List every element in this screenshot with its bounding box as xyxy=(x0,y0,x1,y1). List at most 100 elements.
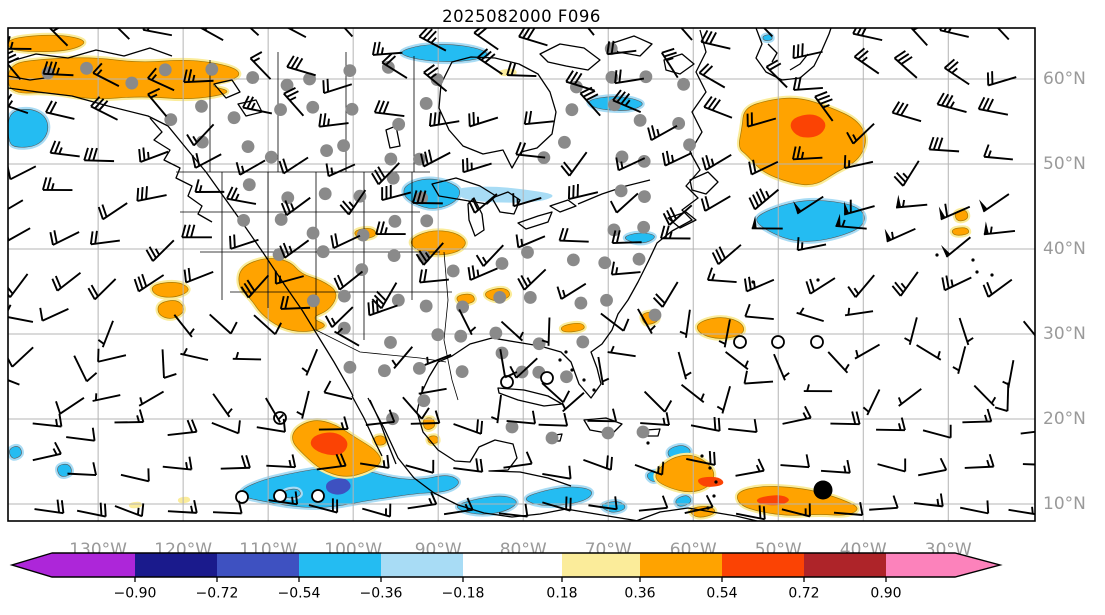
barb-half xyxy=(802,412,808,420)
wind-barb xyxy=(453,458,484,473)
barb-pennant xyxy=(835,213,841,227)
wind-barb xyxy=(643,390,673,413)
barb-staff xyxy=(424,353,452,366)
barb-full xyxy=(90,284,99,297)
wind-barb xyxy=(418,28,447,52)
station-dot xyxy=(683,138,696,152)
barb-half xyxy=(234,193,240,201)
barb-half xyxy=(649,324,656,332)
barb-full xyxy=(809,278,815,292)
barb-staff xyxy=(305,348,319,376)
wind-barb xyxy=(805,277,836,295)
barb-full xyxy=(146,28,150,32)
wind-barb xyxy=(308,498,339,514)
wind-barb xyxy=(869,495,899,511)
barb-half xyxy=(58,147,63,155)
station-dot xyxy=(454,329,468,343)
barb-half xyxy=(147,151,150,159)
wind-barb xyxy=(173,314,195,338)
station-dot xyxy=(164,113,178,127)
barb-full xyxy=(748,276,752,290)
station-dot xyxy=(384,336,397,349)
station-dot xyxy=(455,365,469,379)
wind-barb xyxy=(1022,463,1035,466)
barb-full xyxy=(46,61,53,75)
wind-barb xyxy=(541,317,551,346)
barb-full xyxy=(792,77,798,91)
wind-barb xyxy=(490,394,502,424)
barb-full xyxy=(279,14,288,24)
barb-full xyxy=(386,454,390,469)
wind-barb xyxy=(120,468,150,483)
wind-barb xyxy=(265,397,285,423)
wind-barb xyxy=(235,159,266,176)
wind-barb xyxy=(640,412,670,427)
barb-full xyxy=(655,293,666,304)
open-circle-marker xyxy=(771,335,785,349)
wind-barb xyxy=(407,491,438,510)
barb-pennant xyxy=(896,194,902,208)
barb-staff xyxy=(66,436,95,442)
barb-full xyxy=(525,451,533,465)
barb-full xyxy=(752,159,757,173)
barb-full xyxy=(847,286,857,298)
wind-barb xyxy=(796,307,824,323)
barb-full xyxy=(108,12,119,19)
barb-full xyxy=(792,45,795,59)
barb-half xyxy=(464,503,470,511)
contour-patch-paleyellow xyxy=(128,501,143,509)
barb-full xyxy=(230,321,238,335)
barb-full xyxy=(191,419,198,433)
barb-staff xyxy=(1022,463,1035,466)
wind-barb xyxy=(318,416,349,431)
wind-barb xyxy=(322,78,353,95)
barb-full xyxy=(907,17,919,23)
barb-full xyxy=(895,172,907,183)
station-dot xyxy=(598,256,612,270)
wind-barb xyxy=(983,221,1016,236)
station-dot xyxy=(195,99,208,113)
barb-full xyxy=(558,227,565,241)
barb-staff xyxy=(680,383,705,403)
wind-barb xyxy=(587,408,617,423)
barb-full xyxy=(759,188,767,201)
station-dot xyxy=(343,360,357,374)
station-dot xyxy=(614,184,628,198)
barb-half xyxy=(966,337,974,343)
barb-full xyxy=(420,153,425,167)
barb-staff xyxy=(8,63,22,80)
barb-full xyxy=(480,50,492,61)
wind-barb xyxy=(983,144,1013,161)
wind-barb xyxy=(773,353,790,381)
barb-full xyxy=(479,458,484,472)
barb-full xyxy=(928,136,935,150)
wind-barb xyxy=(833,502,864,516)
barb-full xyxy=(944,203,949,217)
barb-full xyxy=(416,190,422,204)
barb-full xyxy=(765,59,779,68)
wind-barb xyxy=(700,30,731,50)
barb-full xyxy=(430,491,438,505)
barb-half xyxy=(900,282,907,290)
island-speck xyxy=(592,388,596,392)
open-circle-marker xyxy=(810,335,824,349)
barb-full xyxy=(568,465,572,479)
barb-full xyxy=(294,491,299,505)
island-speck xyxy=(570,368,574,372)
barb-full xyxy=(423,64,435,74)
barb-half xyxy=(330,317,337,325)
barb-full xyxy=(515,141,522,155)
wind-barb xyxy=(256,418,286,433)
barb-full xyxy=(753,419,758,433)
wind-barb xyxy=(686,450,716,466)
barb-full xyxy=(194,179,200,193)
wind-barb xyxy=(67,462,97,476)
barb-staff xyxy=(11,346,34,368)
barb-staff xyxy=(212,393,231,418)
wind-barb xyxy=(32,441,62,462)
barb-half xyxy=(185,462,189,470)
barb-half xyxy=(679,330,687,336)
barb-full xyxy=(585,93,599,101)
barb-staff xyxy=(173,314,193,338)
